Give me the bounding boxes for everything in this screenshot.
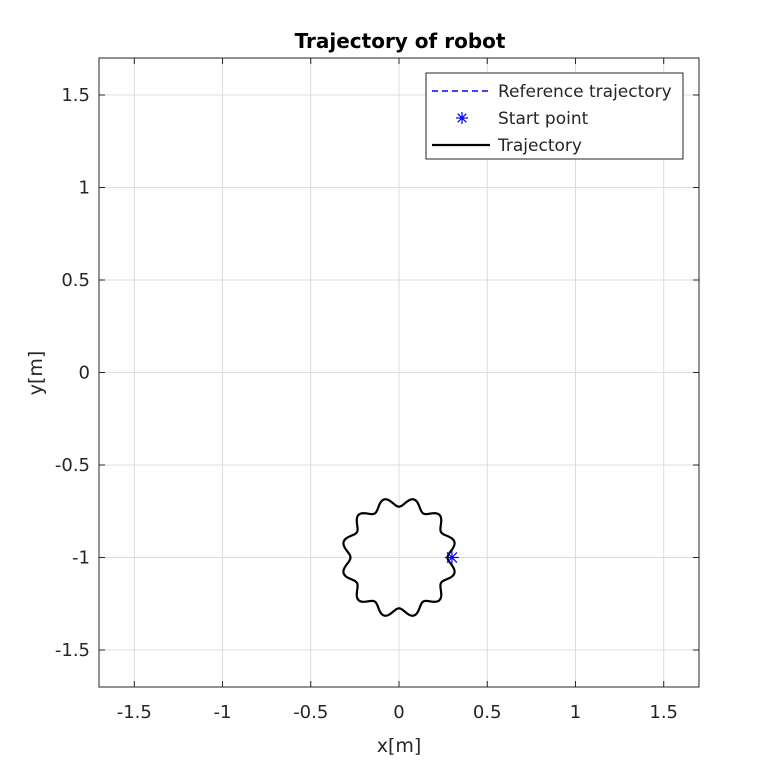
y-tick-label: 0 (79, 363, 90, 384)
chart-title: Trajectory of robot (295, 29, 506, 53)
y-tick-label: -0.5 (55, 455, 90, 476)
x-tick-label: 1 (570, 702, 581, 723)
y-tick-label: -1 (72, 548, 90, 569)
legend-label: Trajectory (497, 136, 582, 156)
grid (99, 58, 699, 687)
legend-start-point-swatch (456, 112, 468, 124)
y-tick-label: 0.5 (61, 270, 90, 291)
start-point-marker (444, 550, 459, 565)
x-tick-label: -1.5 (117, 702, 152, 723)
y-tick-label: -1.5 (55, 640, 90, 661)
legend: Reference trajectory Start point Trajector… (425, 72, 684, 160)
x-axis-label: x[m] (377, 735, 422, 757)
ticks: -1.5 -1 -0.5 0 0.5 1 1.5 -1.5 -1 -0.5 0 0.5 1 1.5 (55, 58, 699, 723)
x-tick-label: -1 (214, 702, 232, 723)
y-tick-label: 1.5 (61, 85, 90, 106)
y-axis-label: y[m] (25, 351, 47, 396)
trajectory-line (342, 498, 456, 617)
x-tick-label: 0 (393, 702, 404, 723)
x-tick-label: 0.5 (473, 702, 502, 723)
x-tick-label: 1.5 (649, 702, 678, 723)
y-tick-label: 1 (79, 178, 90, 199)
plot-area (342, 498, 459, 617)
x-tick-label: -0.5 (293, 702, 328, 723)
legend-label: Reference trajectory (498, 82, 672, 102)
legend-label: Start point (498, 109, 589, 129)
